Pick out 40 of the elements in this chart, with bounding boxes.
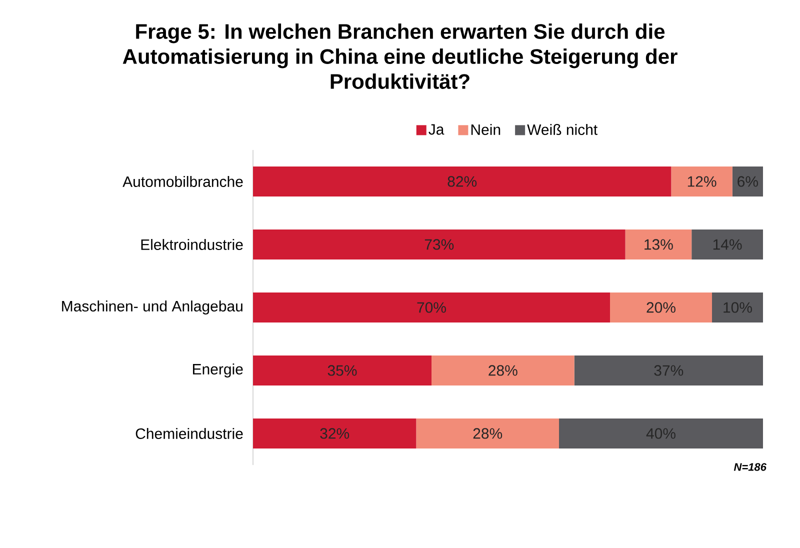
bar <box>432 355 574 386</box>
bar <box>253 292 610 322</box>
legend-label: Weiß nicht <box>527 124 598 135</box>
bar <box>625 229 692 260</box>
bar <box>559 418 763 448</box>
data-label: 6% <box>738 176 758 187</box>
y-tick-label: Maschinen- und Anlagebau <box>62 300 242 314</box>
bar <box>732 166 763 196</box>
data-label: 13% <box>644 239 673 250</box>
data-label: 14% <box>713 239 742 250</box>
y-tick-label: Chemieindustrie <box>136 428 243 439</box>
data-label: 10% <box>724 302 752 313</box>
chart-title: Frage 5: In welchen Branchen erwarten Sie durch die Automatisierung in China eine deutliche Steigerung der Produktivität? <box>122 24 678 89</box>
y-tick-label: Automobilbranche <box>122 176 243 187</box>
legend-label: Nein <box>471 124 500 135</box>
bar <box>574 355 763 386</box>
bar <box>253 418 416 448</box>
data-label: 37% <box>654 365 684 376</box>
bar <box>712 292 763 322</box>
bar <box>253 355 432 386</box>
data-label: 28% <box>473 428 502 439</box>
data-label: 70% <box>417 302 446 313</box>
y-tick-label: Energie <box>192 364 243 378</box>
data-label: 28% <box>488 365 518 376</box>
data-label: 12% <box>688 176 716 187</box>
y-tick-label: Elektroindustrie <box>141 238 243 250</box>
bar <box>671 166 732 196</box>
data-label: 40% <box>646 428 676 439</box>
bar <box>416 418 560 448</box>
annotation: N=186 <box>734 463 767 471</box>
bar <box>692 229 763 260</box>
data-label: 35% <box>328 365 357 376</box>
data-label: 32% <box>320 428 350 439</box>
legend-label: Ja <box>428 124 444 135</box>
data-label: 20% <box>646 302 676 313</box>
data-label: 73% <box>424 239 454 250</box>
bar <box>253 229 626 260</box>
bar <box>610 292 712 322</box>
bar <box>253 166 672 196</box>
data-label: 82% <box>448 176 477 187</box>
